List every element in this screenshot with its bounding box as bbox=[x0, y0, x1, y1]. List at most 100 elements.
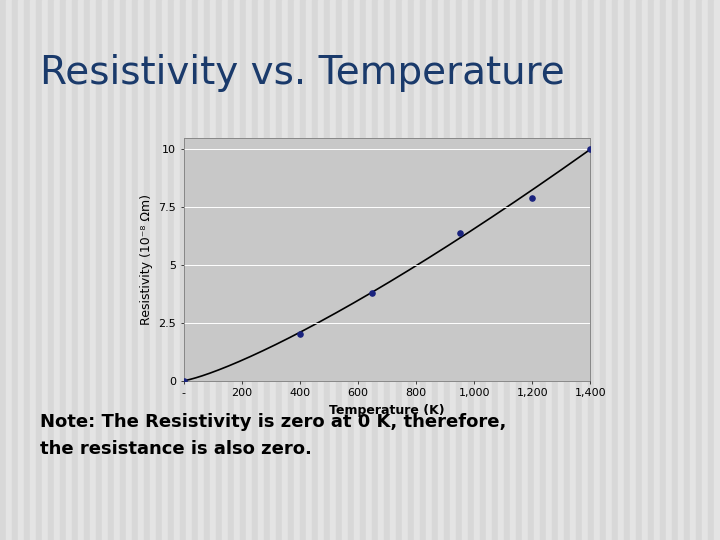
Bar bbox=[714, 0, 720, 540]
Bar bbox=[420, 0, 426, 540]
Bar bbox=[336, 0, 342, 540]
Bar bbox=[18, 0, 24, 540]
Point bbox=[526, 193, 538, 202]
Bar bbox=[606, 0, 612, 540]
Bar bbox=[624, 0, 630, 540]
Text: the resistance is also zero.: the resistance is also zero. bbox=[40, 440, 312, 458]
Bar bbox=[72, 0, 78, 540]
Bar bbox=[702, 0, 708, 540]
Bar bbox=[528, 0, 534, 540]
Bar bbox=[516, 0, 522, 540]
Point bbox=[178, 376, 189, 385]
Bar bbox=[552, 0, 558, 540]
Bar bbox=[126, 0, 132, 540]
Bar bbox=[102, 0, 108, 540]
Bar bbox=[414, 0, 420, 540]
Bar bbox=[492, 0, 498, 540]
Bar bbox=[486, 0, 492, 540]
Bar bbox=[684, 0, 690, 540]
Bar bbox=[360, 0, 366, 540]
Bar bbox=[576, 0, 582, 540]
Bar bbox=[546, 0, 552, 540]
Bar bbox=[198, 0, 204, 540]
Text: Note: The Resistivity is zero at 0 K, therefore,: Note: The Resistivity is zero at 0 K, th… bbox=[40, 413, 506, 431]
Bar bbox=[468, 0, 474, 540]
Bar bbox=[504, 0, 510, 540]
Point bbox=[366, 288, 378, 297]
Bar bbox=[564, 0, 570, 540]
Bar bbox=[174, 0, 180, 540]
Bar bbox=[36, 0, 42, 540]
Bar bbox=[318, 0, 324, 540]
Bar bbox=[408, 0, 414, 540]
Bar bbox=[84, 0, 90, 540]
Bar bbox=[270, 0, 276, 540]
Bar bbox=[78, 0, 84, 540]
Bar bbox=[138, 0, 144, 540]
X-axis label: Temperature (K): Temperature (K) bbox=[329, 404, 445, 417]
Bar bbox=[60, 0, 66, 540]
Bar bbox=[120, 0, 126, 540]
Bar bbox=[636, 0, 642, 540]
Bar bbox=[324, 0, 330, 540]
Bar bbox=[186, 0, 192, 540]
Bar bbox=[534, 0, 540, 540]
Bar bbox=[48, 0, 54, 540]
Bar bbox=[42, 0, 48, 540]
Bar bbox=[54, 0, 60, 540]
Bar bbox=[150, 0, 156, 540]
Bar bbox=[510, 0, 516, 540]
Bar bbox=[12, 0, 18, 540]
Bar bbox=[222, 0, 228, 540]
Bar bbox=[642, 0, 648, 540]
Text: Resistivity vs. Temperature: Resistivity vs. Temperature bbox=[40, 54, 564, 92]
Bar bbox=[210, 0, 216, 540]
Bar bbox=[654, 0, 660, 540]
Bar bbox=[696, 0, 702, 540]
Point bbox=[585, 145, 596, 153]
Bar bbox=[678, 0, 684, 540]
Bar bbox=[426, 0, 432, 540]
Bar bbox=[282, 0, 288, 540]
Bar bbox=[342, 0, 348, 540]
Bar bbox=[30, 0, 36, 540]
Bar bbox=[480, 0, 486, 540]
Bar bbox=[594, 0, 600, 540]
Bar bbox=[144, 0, 150, 540]
Bar bbox=[456, 0, 462, 540]
Bar bbox=[366, 0, 372, 540]
Bar bbox=[90, 0, 96, 540]
Point bbox=[294, 330, 305, 339]
Bar bbox=[384, 0, 390, 540]
Y-axis label: Resistivity (10⁻⁸ Ωm): Resistivity (10⁻⁸ Ωm) bbox=[140, 194, 153, 325]
Bar bbox=[204, 0, 210, 540]
Bar bbox=[312, 0, 318, 540]
Bar bbox=[132, 0, 138, 540]
Bar bbox=[648, 0, 654, 540]
Bar bbox=[672, 0, 678, 540]
Bar bbox=[708, 0, 714, 540]
Bar bbox=[114, 0, 120, 540]
Bar bbox=[156, 0, 162, 540]
Bar bbox=[372, 0, 378, 540]
Bar bbox=[450, 0, 456, 540]
Bar bbox=[240, 0, 246, 540]
Bar bbox=[396, 0, 402, 540]
Bar bbox=[246, 0, 252, 540]
Bar bbox=[498, 0, 504, 540]
Bar bbox=[288, 0, 294, 540]
Bar bbox=[618, 0, 624, 540]
Bar bbox=[588, 0, 594, 540]
Bar bbox=[438, 0, 444, 540]
Bar bbox=[216, 0, 222, 540]
Bar bbox=[264, 0, 270, 540]
Bar bbox=[666, 0, 672, 540]
Bar bbox=[330, 0, 336, 540]
Bar bbox=[402, 0, 408, 540]
Bar bbox=[462, 0, 468, 540]
Bar bbox=[690, 0, 696, 540]
Bar bbox=[258, 0, 264, 540]
Bar bbox=[570, 0, 576, 540]
Bar bbox=[444, 0, 450, 540]
Bar bbox=[390, 0, 396, 540]
